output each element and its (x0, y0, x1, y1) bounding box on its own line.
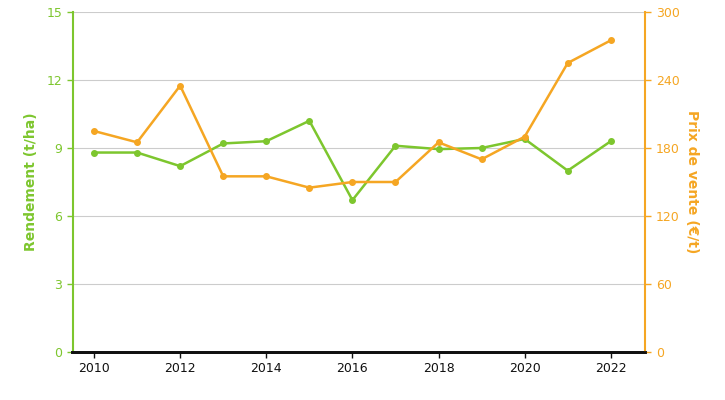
Y-axis label: Rendement (t/ha): Rendement (t/ha) (24, 113, 38, 251)
Y-axis label: Prix de vente (€/t): Prix de vente (€/t) (685, 110, 699, 254)
